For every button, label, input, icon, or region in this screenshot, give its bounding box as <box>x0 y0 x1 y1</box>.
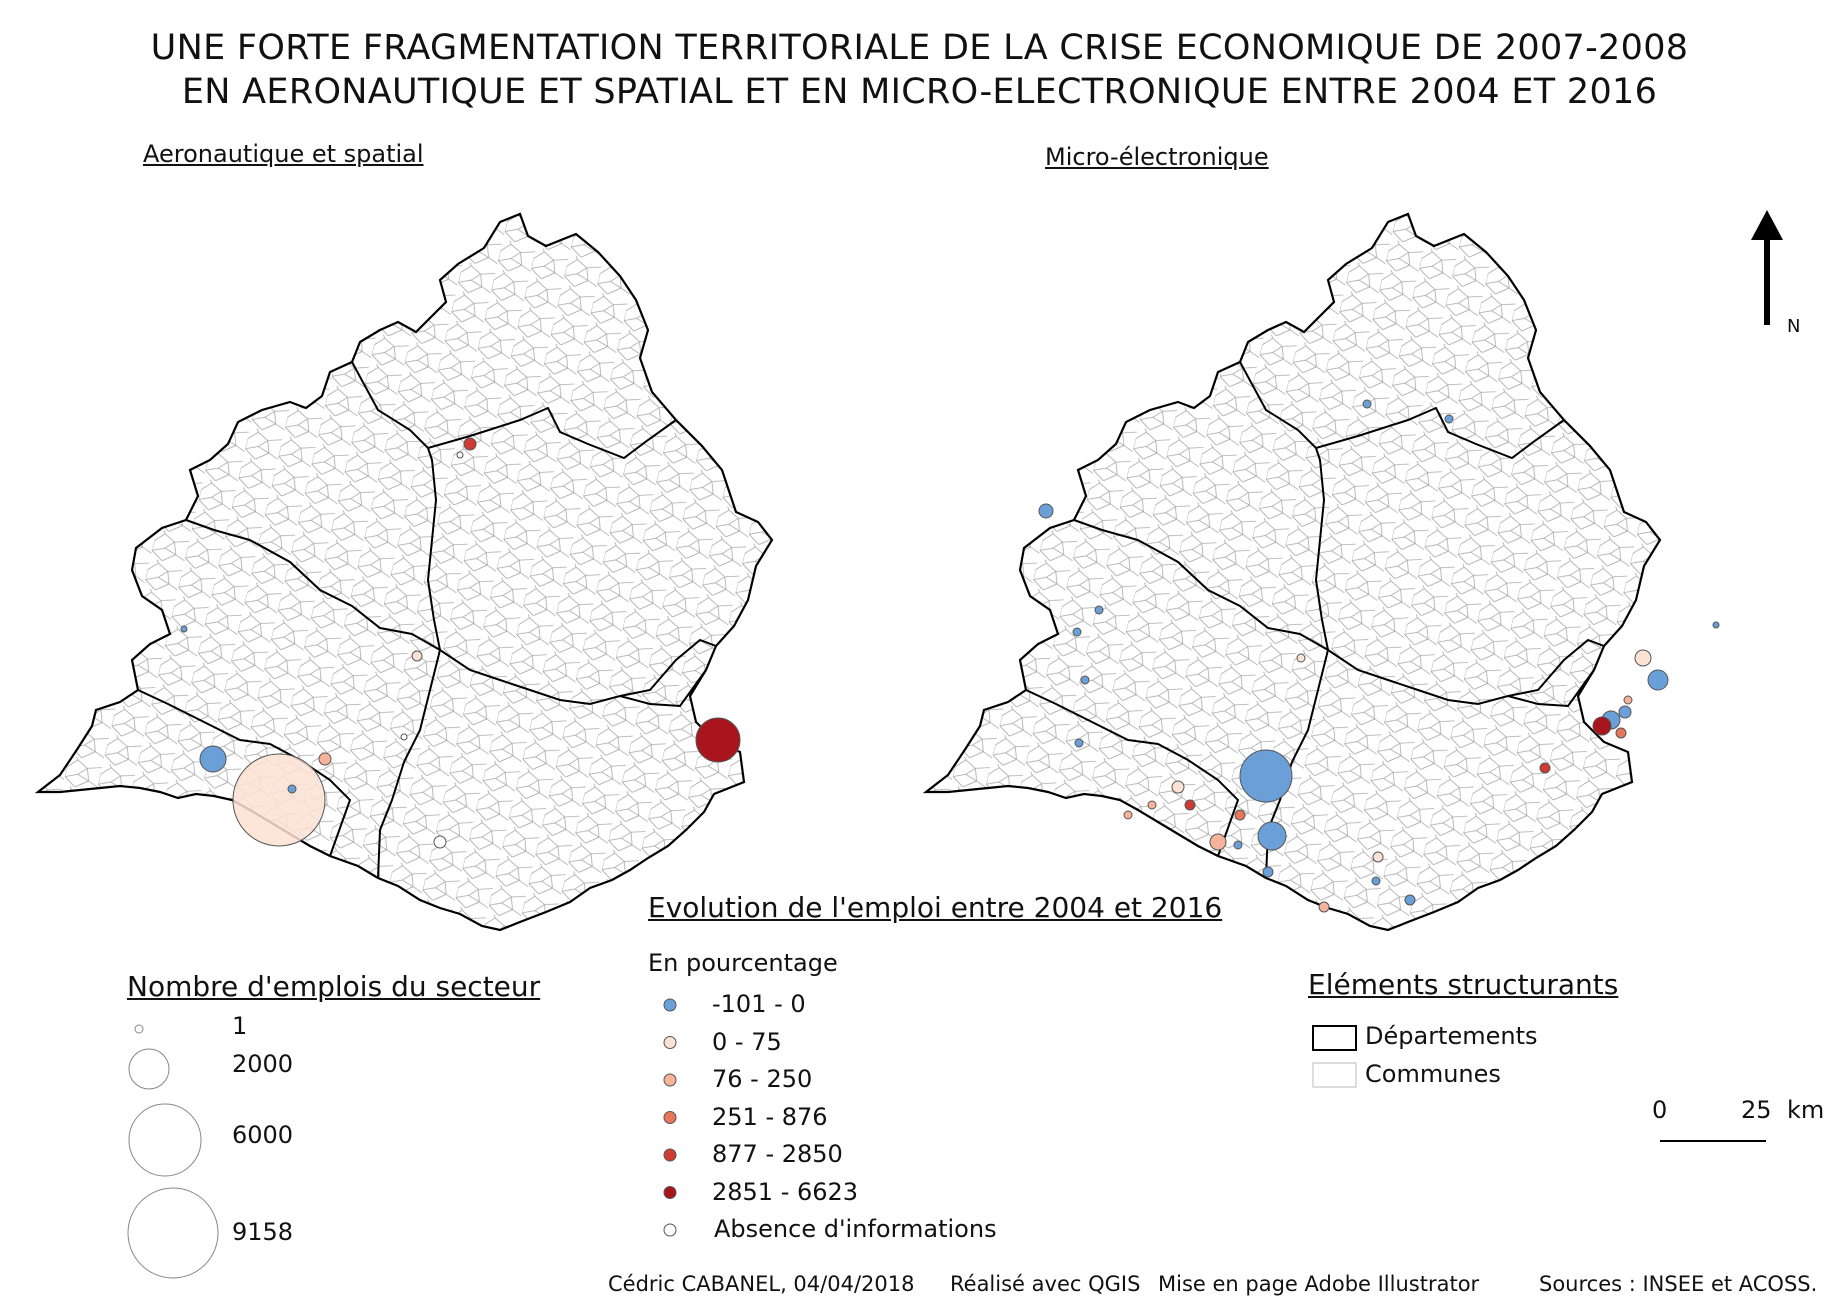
symbol-small <box>318 752 332 766</box>
symbol-small <box>1634 649 1652 667</box>
symbol-small <box>1618 705 1632 719</box>
footer-software: Réalisé avec QGIS <box>950 1272 1141 1296</box>
symbol-small <box>1094 605 1104 615</box>
symbol-small <box>1234 809 1246 821</box>
symbol-small <box>1539 762 1551 774</box>
size-circle-9158 <box>127 1187 219 1279</box>
size-legend-label: 2000 <box>232 1050 294 1078</box>
symbol-small <box>1262 866 1274 878</box>
size-circle-1 <box>134 1024 144 1034</box>
symbol-small <box>456 451 464 459</box>
symbol-small <box>400 733 408 741</box>
symbol-small <box>1712 621 1720 629</box>
department-label: Départements <box>1365 1022 1538 1050</box>
size-legend-label: 9158 <box>232 1218 294 1246</box>
right-map-symbols <box>1038 399 1720 913</box>
scale-start-label: 0 <box>1652 1096 1668 1124</box>
symbol-small <box>1171 780 1185 794</box>
symbol-gap-area <box>463 437 477 451</box>
symbol-small <box>1074 738 1084 748</box>
evolution-legend-swatches <box>663 998 677 1237</box>
size-legend-title: Nombre d'emplois du secteur <box>127 970 541 1003</box>
size-circle-2000 <box>128 1048 170 1090</box>
evolution-legend-label: 0 - 75 <box>712 1027 782 1056</box>
evolution-legend-label: 877 - 2850 <box>712 1140 843 1168</box>
symbol-cannes-area <box>695 717 741 763</box>
symbol-small <box>1362 399 1372 409</box>
department-swatch <box>1312 1025 1357 1051</box>
structure-legend-title: Eléments structurants <box>1308 968 1619 1001</box>
symbol-small <box>1072 627 1082 637</box>
evolution-legend-label: 2851 - 6623 <box>712 1177 859 1206</box>
symbol-small <box>180 625 188 633</box>
symbol-small <box>1038 503 1054 519</box>
symbol-small <box>1615 727 1627 739</box>
scale-unit-label: km <box>1787 1096 1825 1124</box>
commune-label: Communes <box>1365 1060 1501 1088</box>
symbol-small <box>1184 799 1196 811</box>
region-outline <box>34 212 774 932</box>
symbol-small <box>1296 653 1306 663</box>
right-map-title: Micro-électronique <box>1045 143 1269 171</box>
map-title-line-2: EN AERONAUTIQUE ET SPATIAL ET EN MICRO-E… <box>181 72 1658 112</box>
footer-sources: Sources : INSEE et ACOSS. <box>1539 1272 1818 1296</box>
symbol-small <box>1372 851 1384 863</box>
symbol-istres-area <box>199 745 227 773</box>
symbol-small <box>1444 414 1454 424</box>
evolution-legend-subtitle: En pourcentage <box>648 949 838 977</box>
evolution-swatch <box>663 1148 677 1162</box>
symbol-small <box>411 650 423 662</box>
evolution-swatch <box>663 1186 677 1199</box>
evolution-swatch <box>663 998 677 1012</box>
symbol-small <box>1371 876 1381 886</box>
symbol-small <box>1404 894 1416 906</box>
evolution-swatch <box>663 1073 677 1087</box>
commune-swatch <box>1312 1062 1357 1088</box>
right-region-map <box>924 212 1662 932</box>
symbol-marseille-area <box>232 753 326 847</box>
size-circle-6000 <box>128 1103 202 1177</box>
evolution-legend-label: 76 - 250 <box>712 1065 813 1093</box>
symbol-small <box>287 784 297 794</box>
left-map-symbols <box>180 437 741 849</box>
left-region-map <box>34 212 774 932</box>
symbol-small <box>1080 675 1090 685</box>
map-title-line-1: UNE FORTE FRAGMENTATION TERRITORIALE DE … <box>150 28 1689 68</box>
evolution-swatch <box>663 1111 677 1124</box>
symbol-small <box>1123 810 1133 820</box>
symbol-small <box>1318 901 1330 913</box>
symbol-small <box>1209 833 1227 851</box>
evolution-legend-title: Evolution de l'emploi entre 2004 et 2016 <box>648 891 1223 924</box>
evolution-legend-label: 251 - 876 <box>712 1102 828 1131</box>
symbol-small <box>1623 695 1633 705</box>
north-arrow-icon <box>1751 210 1783 325</box>
footer-author: Cédric CABANEL, 04/04/2018 <box>608 1272 915 1296</box>
scale-end-label: 25 <box>1741 1096 1772 1124</box>
evolution-legend-label: -101 - 0 <box>712 990 806 1018</box>
size-legend-label: 6000 <box>232 1121 294 1149</box>
evolution-legend-label: Absence d'informations <box>714 1215 997 1243</box>
size-legend-circles <box>127 1024 219 1279</box>
north-label: N <box>1787 316 1801 337</box>
left-map-title: Aeronautique et spatial <box>143 140 424 168</box>
department-borders <box>137 361 717 879</box>
footer-layout: Mise en page Adobe Illustrator <box>1158 1272 1480 1296</box>
symbol-nice-area <box>1647 669 1669 691</box>
symbol-sophia-red <box>1592 716 1612 736</box>
symbol-small <box>1233 840 1243 850</box>
symbol-small <box>433 835 447 849</box>
evolution-swatch <box>663 1223 677 1237</box>
symbol-aix-area <box>1239 749 1293 803</box>
symbol-rousset-area <box>1257 821 1287 851</box>
symbol-small <box>1147 800 1157 810</box>
evolution-swatch <box>663 1036 677 1049</box>
size-legend-label: 1 <box>232 1012 248 1040</box>
